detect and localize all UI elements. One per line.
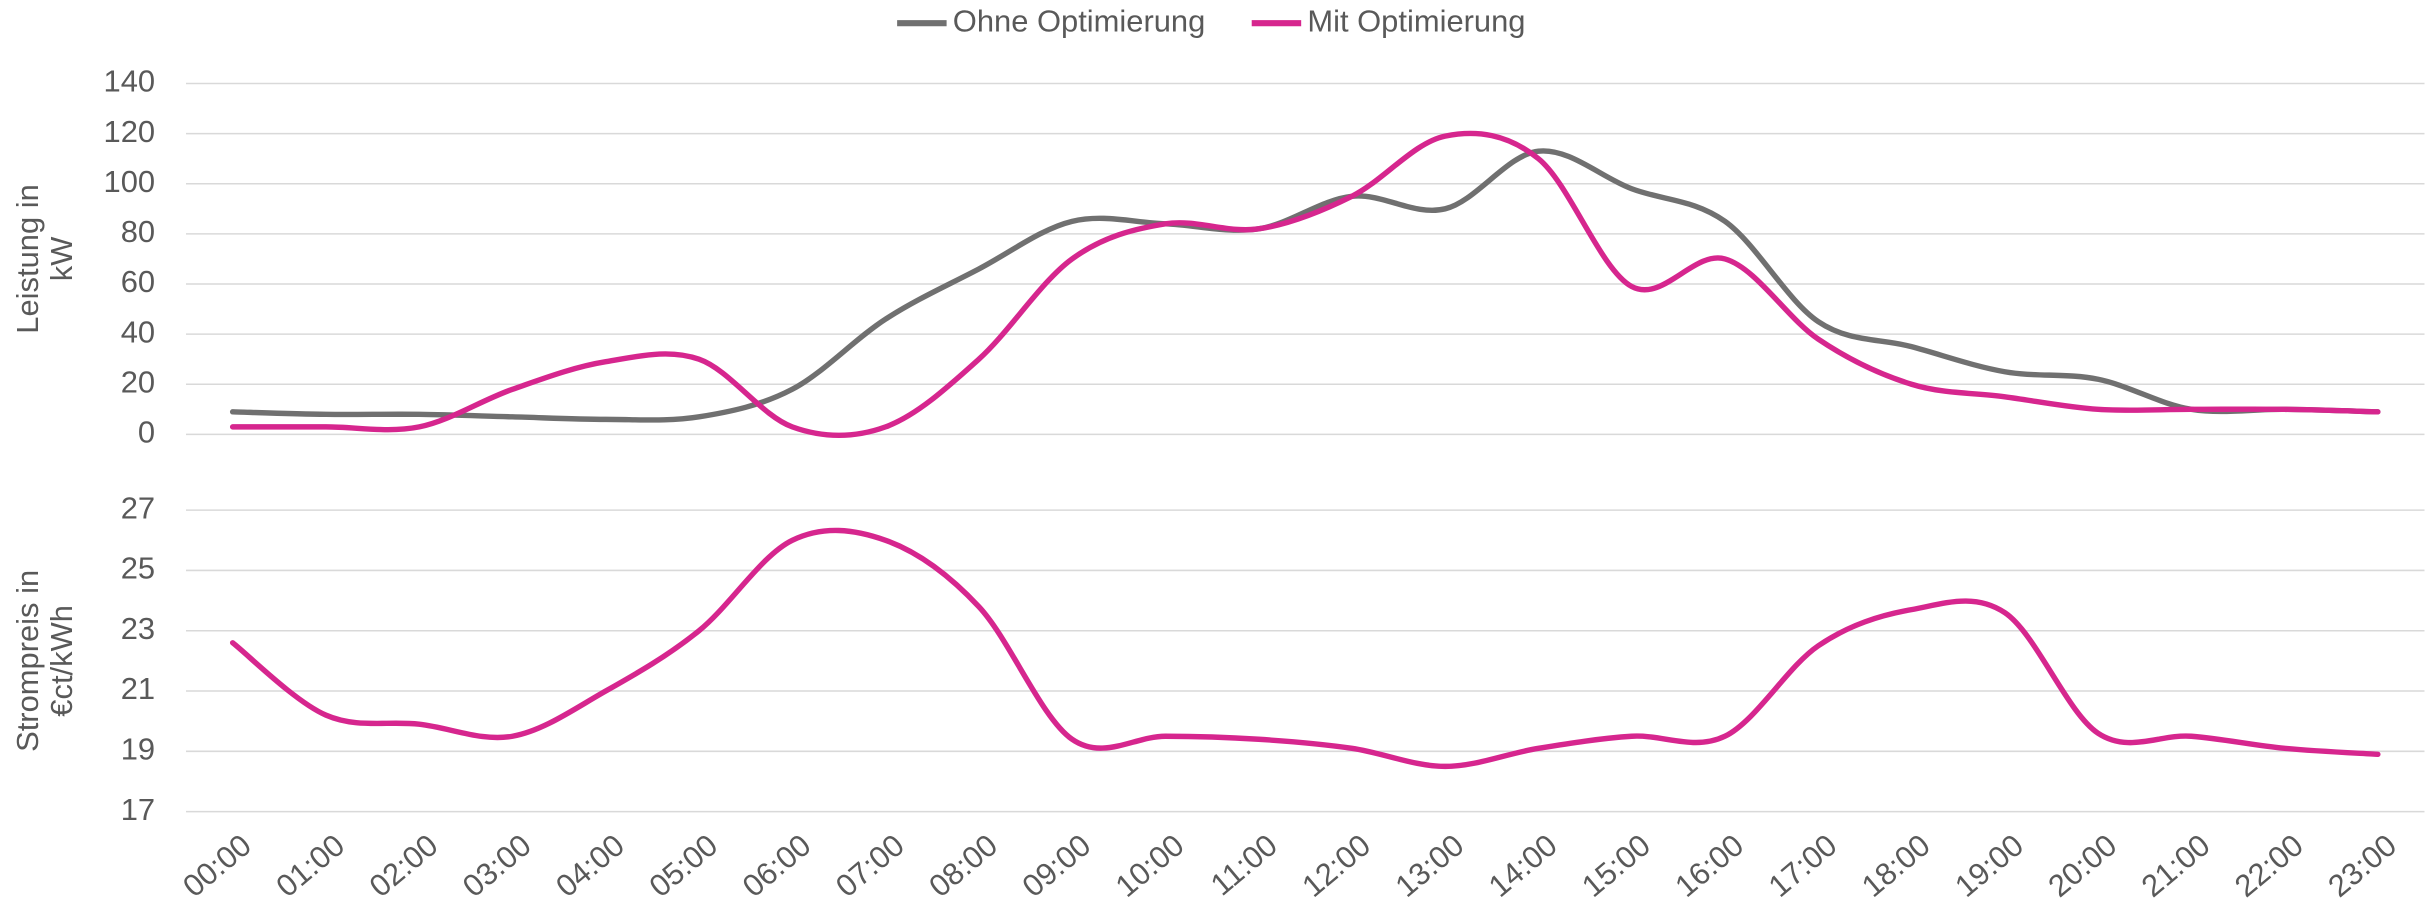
legend-label: Ohne Optimierung [953,3,1206,38]
series-line [229,148,2381,423]
x-tick-label: 07:00 [829,827,911,904]
y-tick-label: 25 [121,551,155,586]
y-axis-label-line: kW [44,236,79,281]
x-tick-label: 22:00 [2228,827,2310,904]
y-tick-label: 17 [121,792,155,827]
y-tick-label: 100 [104,164,156,199]
series-line [229,130,2381,439]
x-tick-label: 13:00 [1389,827,1471,904]
y-axis-label: Leistung inkW [10,184,79,333]
x-tick-label: 00:00 [176,827,258,904]
x-tick-label: 23:00 [2321,827,2403,904]
x-tick-label: 17:00 [1762,827,1844,904]
x-tick-label: 21:00 [2135,827,2217,904]
y-tick-label: 140 [104,64,156,99]
y-tick-label: 19 [121,731,155,766]
y-tick-label: 21 [121,671,155,706]
y-tick-label: 20 [121,364,155,399]
x-tick-label: 05:00 [642,827,724,904]
x-tick-label: 10:00 [1109,827,1191,904]
x-tick-label: 16:00 [1668,827,1750,904]
y-tick-label: 27 [121,490,155,525]
x-tick-label: 01:00 [269,827,351,904]
x-tick-label: 06:00 [736,827,818,904]
y-axis-label: Strompreis in€ct/kWh [10,570,79,752]
x-tick-label: 12:00 [1295,827,1377,904]
y-tick-label: 23 [121,611,155,646]
x-tick-label: 08:00 [922,827,1004,904]
x-tick-label: 11:00 [1204,827,1284,902]
y-tick-label: 80 [121,214,155,249]
legend-label: Mit Optimierung [1307,3,1525,38]
x-tick-label: 02:00 [363,827,445,904]
x-tick-label: 15:00 [1575,827,1657,904]
y-tick-label: 0 [138,415,155,450]
y-tick-label: 60 [121,264,155,299]
series-line [229,527,2381,770]
x-tick-label: 03:00 [456,827,538,904]
y-axis-label-line: Leistung in [10,184,45,333]
x-tick-label: 20:00 [2042,827,2124,904]
y-axis-label-line: €ct/kWh [44,605,79,717]
x-tick-label: 09:00 [1016,827,1098,904]
y-axis-label-line: Strompreis in [10,570,45,752]
y-tick-label: 40 [121,314,155,349]
x-tick-label: 18:00 [1855,827,1937,904]
x-tick-label: 04:00 [549,827,631,904]
x-tick-label: 19:00 [1948,827,2030,904]
y-tick-label: 120 [104,114,156,149]
x-tick-label: 14:00 [1482,827,1564,904]
